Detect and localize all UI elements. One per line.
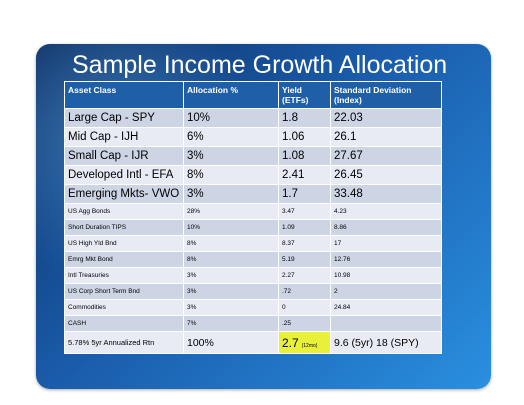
table-row: US High Yld Bnd 8% 8.37 17: [64, 235, 442, 252]
header-std-deviation: Standard Deviation (Index): [330, 81, 442, 109]
cell-asset: CASH: [64, 315, 184, 332]
cell-allocation: 6%: [183, 127, 279, 147]
cell-yield: 1.08: [278, 146, 331, 166]
cell-asset: Small Cap - IJR: [64, 146, 184, 166]
cell-asset: US Corp Short Term Bnd: [64, 283, 184, 300]
cell-stddev: 33.48: [330, 184, 442, 204]
total-yield-value: 2.7: [282, 335, 299, 350]
cell-yield: 2.41: [278, 165, 331, 185]
cell-allocation: 28%: [183, 203, 279, 220]
table-row: US Agg Bonds 28% 3.47 4.23: [64, 203, 442, 220]
cell-total-allocation: 100%: [183, 331, 279, 354]
table-row: Short Duration TIPS 10% 1.09 8.86: [64, 219, 442, 236]
header-allocation: Allocation %: [183, 81, 279, 109]
cell-total-asset: 5.78% 5yr Annualized Rtn: [64, 331, 184, 354]
cell-yield: 3.47: [278, 203, 331, 220]
cell-allocation: 8%: [183, 235, 279, 252]
cell-allocation: 10%: [183, 219, 279, 236]
cell-allocation: 3%: [183, 184, 279, 204]
cell-stddev: 10.98: [330, 267, 442, 284]
cell-allocation: 3%: [183, 299, 279, 316]
cell-total-stddev: 9.6 (5yr) 18 (SPY): [330, 331, 442, 354]
table-row: CASH 7% .25: [64, 315, 442, 332]
table-row: Mid Cap - IJH 6% 1.06 26.1: [64, 127, 442, 147]
allocation-table: Asset Class Allocation % Yield (ETFs) St…: [64, 81, 442, 354]
cell-stddev: 26.1: [330, 127, 442, 147]
cell-yield: 8.37: [278, 235, 331, 252]
table-row: Intl Treasuries 3% 2.27 10.98: [64, 267, 442, 284]
table-row: Commodities 3% 0 24.84: [64, 299, 442, 316]
cell-asset: Emerging Mkts- VWO: [64, 184, 184, 204]
cell-allocation: 3%: [183, 146, 279, 166]
cell-allocation: 3%: [183, 283, 279, 300]
header-asset-class: Asset Class: [64, 81, 184, 109]
slide-title: Sample Income Growth Allocation: [72, 51, 448, 79]
header-yield: Yield (ETFs): [278, 81, 331, 109]
total-yield-note: (12mo): [301, 342, 318, 349]
cell-allocation: 8%: [183, 165, 279, 185]
cell-asset: Commodities: [64, 299, 184, 316]
cell-yield: 2.27: [278, 267, 331, 284]
cell-stddev: 26.45: [330, 165, 442, 185]
cell-allocation: 7%: [183, 315, 279, 332]
cell-allocation: 3%: [183, 267, 279, 284]
cell-yield: .25: [278, 315, 331, 332]
cell-asset: US High Yld Bnd: [64, 235, 184, 252]
cell-yield: 1.7: [278, 184, 331, 204]
cell-allocation: 8%: [183, 251, 279, 268]
table-row: Emerging Mkts- VWO 3% 1.7 33.48: [64, 184, 442, 204]
table-row: Small Cap - IJR 3% 1.08 27.67: [64, 146, 442, 166]
table-row: Large Cap - SPY 10% 1.8 22.03: [64, 108, 442, 128]
total-row: 5.78% 5yr Annualized Rtn 100% 2.7 (12mo)…: [64, 331, 442, 354]
cell-allocation: 10%: [183, 108, 279, 128]
cell-yield: .72: [278, 283, 331, 300]
cell-asset: Mid Cap - IJH: [64, 127, 184, 147]
cell-stddev: 22.03: [330, 108, 442, 128]
cell-asset: Emrg Mkt Bond: [64, 251, 184, 268]
cell-yield: 5.19: [278, 251, 331, 268]
cell-stddev: 24.84: [330, 299, 442, 316]
cell-asset: Developed Intl - EFA: [64, 165, 184, 185]
cell-asset: Large Cap - SPY: [64, 108, 184, 128]
cell-yield: 1.09: [278, 219, 331, 236]
cell-stddev: 4.23: [330, 203, 442, 220]
cell-yield: 1.8: [278, 108, 331, 128]
cell-asset: Intl Treasuries: [64, 267, 184, 284]
cell-yield: 0: [278, 299, 331, 316]
cell-asset: US Agg Bonds: [64, 203, 184, 220]
cell-yield: 1.06: [278, 127, 331, 147]
cell-stddev: 12.76: [330, 251, 442, 268]
cell-asset: Short Duration TIPS: [64, 219, 184, 236]
cell-stddev: 2: [330, 283, 442, 300]
cell-stddev: 17: [330, 235, 442, 252]
table-row: Emrg Mkt Bond 8% 5.19 12.76: [64, 251, 442, 268]
cell-total-yield-highlight: 2.7 (12mo): [278, 331, 331, 354]
table-header-row: Asset Class Allocation % Yield (ETFs) St…: [64, 81, 442, 109]
table-row: US Corp Short Term Bnd 3% .72 2: [64, 283, 442, 300]
cell-stddev: 8.86: [330, 219, 442, 236]
table-body: Large Cap - SPY 10% 1.8 22.03 Mid Cap - …: [64, 108, 442, 354]
cell-stddev: 27.67: [330, 146, 442, 166]
cell-stddev: [330, 315, 442, 332]
table-row: Developed Intl - EFA 8% 2.41 26.45: [64, 165, 442, 185]
